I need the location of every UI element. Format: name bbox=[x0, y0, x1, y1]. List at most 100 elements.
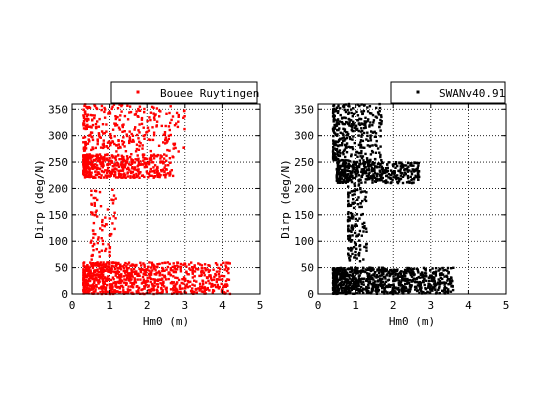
right-data-point bbox=[355, 213, 359, 216]
right-data-point bbox=[376, 111, 380, 114]
right-legend-box bbox=[390, 81, 506, 104]
left-data-point bbox=[154, 113, 157, 116]
left-data-point bbox=[93, 270, 97, 274]
left-data-point bbox=[102, 284, 105, 287]
right-data-point bbox=[379, 145, 382, 148]
right-data-point bbox=[339, 159, 342, 162]
left-data-point bbox=[166, 148, 169, 152]
right-data-point bbox=[412, 271, 415, 274]
right-data-point bbox=[375, 116, 379, 119]
left-data-point bbox=[112, 170, 115, 173]
left-data-point bbox=[155, 273, 158, 276]
left-data-point bbox=[129, 110, 133, 114]
right-data-point bbox=[350, 249, 353, 252]
left-data-point bbox=[83, 104, 86, 108]
right-data-point bbox=[351, 226, 355, 229]
left-data-point bbox=[110, 287, 113, 290]
right-data-point bbox=[334, 133, 338, 137]
right-data-point bbox=[335, 267, 339, 271]
left-data-point bbox=[135, 147, 139, 151]
left-data-point bbox=[96, 140, 99, 143]
left-data-point bbox=[159, 291, 162, 295]
right-data-point bbox=[369, 153, 373, 156]
left-data-point bbox=[198, 289, 201, 292]
left-data-point bbox=[132, 167, 136, 170]
right-data-point bbox=[407, 161, 410, 165]
right-data-point bbox=[362, 280, 365, 284]
left-data-point bbox=[118, 103, 121, 106]
left-data-point bbox=[161, 261, 164, 265]
right-data-point bbox=[361, 112, 364, 116]
left-data-point bbox=[83, 176, 87, 179]
left-data-point bbox=[150, 154, 154, 158]
right-data-point bbox=[377, 113, 380, 116]
left-data-point bbox=[179, 262, 183, 266]
left-data-point bbox=[153, 169, 156, 172]
right-data-point bbox=[390, 272, 393, 275]
left-data-point bbox=[130, 171, 133, 175]
right-data-point bbox=[363, 170, 366, 173]
left-data-point bbox=[216, 278, 219, 281]
left-data-point bbox=[199, 285, 202, 288]
right-data-point bbox=[366, 131, 369, 134]
right-data-point bbox=[396, 268, 399, 271]
left-data-point bbox=[94, 173, 98, 176]
right-data-point bbox=[332, 148, 335, 151]
left-data-point bbox=[152, 166, 155, 169]
right-data-point bbox=[369, 139, 373, 142]
right-data-point bbox=[450, 267, 453, 270]
right-data-point bbox=[372, 281, 375, 284]
right-data-point bbox=[389, 268, 393, 272]
left-data-point bbox=[167, 271, 170, 274]
right-data-point bbox=[335, 119, 338, 122]
left-data-point bbox=[146, 119, 149, 123]
right-data-point bbox=[337, 289, 340, 292]
right-data-point bbox=[346, 108, 349, 112]
right-data-point bbox=[343, 122, 346, 126]
left-data-point bbox=[149, 290, 153, 293]
left-data-point bbox=[130, 273, 133, 276]
right-data-point bbox=[411, 272, 414, 275]
right-data-point bbox=[392, 275, 395, 278]
right-data-point bbox=[361, 212, 364, 216]
left-data-point bbox=[113, 227, 116, 231]
right-data-point bbox=[393, 170, 396, 173]
left-data-point bbox=[136, 174, 140, 177]
left-data-point bbox=[153, 164, 157, 167]
left-data-point bbox=[89, 125, 92, 128]
right-legend-label: SWANv40.91 bbox=[439, 87, 505, 100]
left-data-point bbox=[95, 264, 98, 267]
left-data-point bbox=[99, 205, 103, 208]
right-data-point bbox=[403, 164, 406, 167]
left-data-point bbox=[93, 263, 96, 266]
right-data-point bbox=[343, 163, 347, 166]
left-data-point bbox=[197, 287, 200, 290]
left-data-point bbox=[124, 281, 127, 284]
right-data-point bbox=[359, 139, 363, 142]
left-data-point bbox=[96, 157, 99, 160]
right-data-point bbox=[350, 239, 354, 242]
left-data-point bbox=[142, 278, 146, 281]
left-data-point bbox=[154, 269, 157, 272]
left-data-point bbox=[122, 275, 126, 278]
right-legend-marker bbox=[416, 90, 420, 94]
right-data-point bbox=[347, 194, 350, 197]
left-data-point bbox=[217, 266, 220, 270]
left-data-point bbox=[91, 213, 94, 216]
left-data-point bbox=[160, 124, 163, 128]
right-data-point bbox=[393, 279, 396, 283]
left-data-point bbox=[182, 263, 185, 267]
left-data-point bbox=[94, 122, 98, 126]
left-data-point bbox=[137, 286, 141, 289]
left-data-point bbox=[84, 275, 87, 279]
left-data-point bbox=[139, 270, 143, 274]
right-data-point bbox=[342, 170, 346, 174]
right-data-point bbox=[355, 128, 358, 131]
right-data-point bbox=[406, 176, 410, 180]
right-data-point bbox=[340, 277, 343, 281]
left-data-point bbox=[178, 285, 182, 289]
right-data-point bbox=[331, 288, 335, 292]
left-data-point bbox=[143, 269, 146, 273]
right-data-point bbox=[405, 181, 409, 184]
